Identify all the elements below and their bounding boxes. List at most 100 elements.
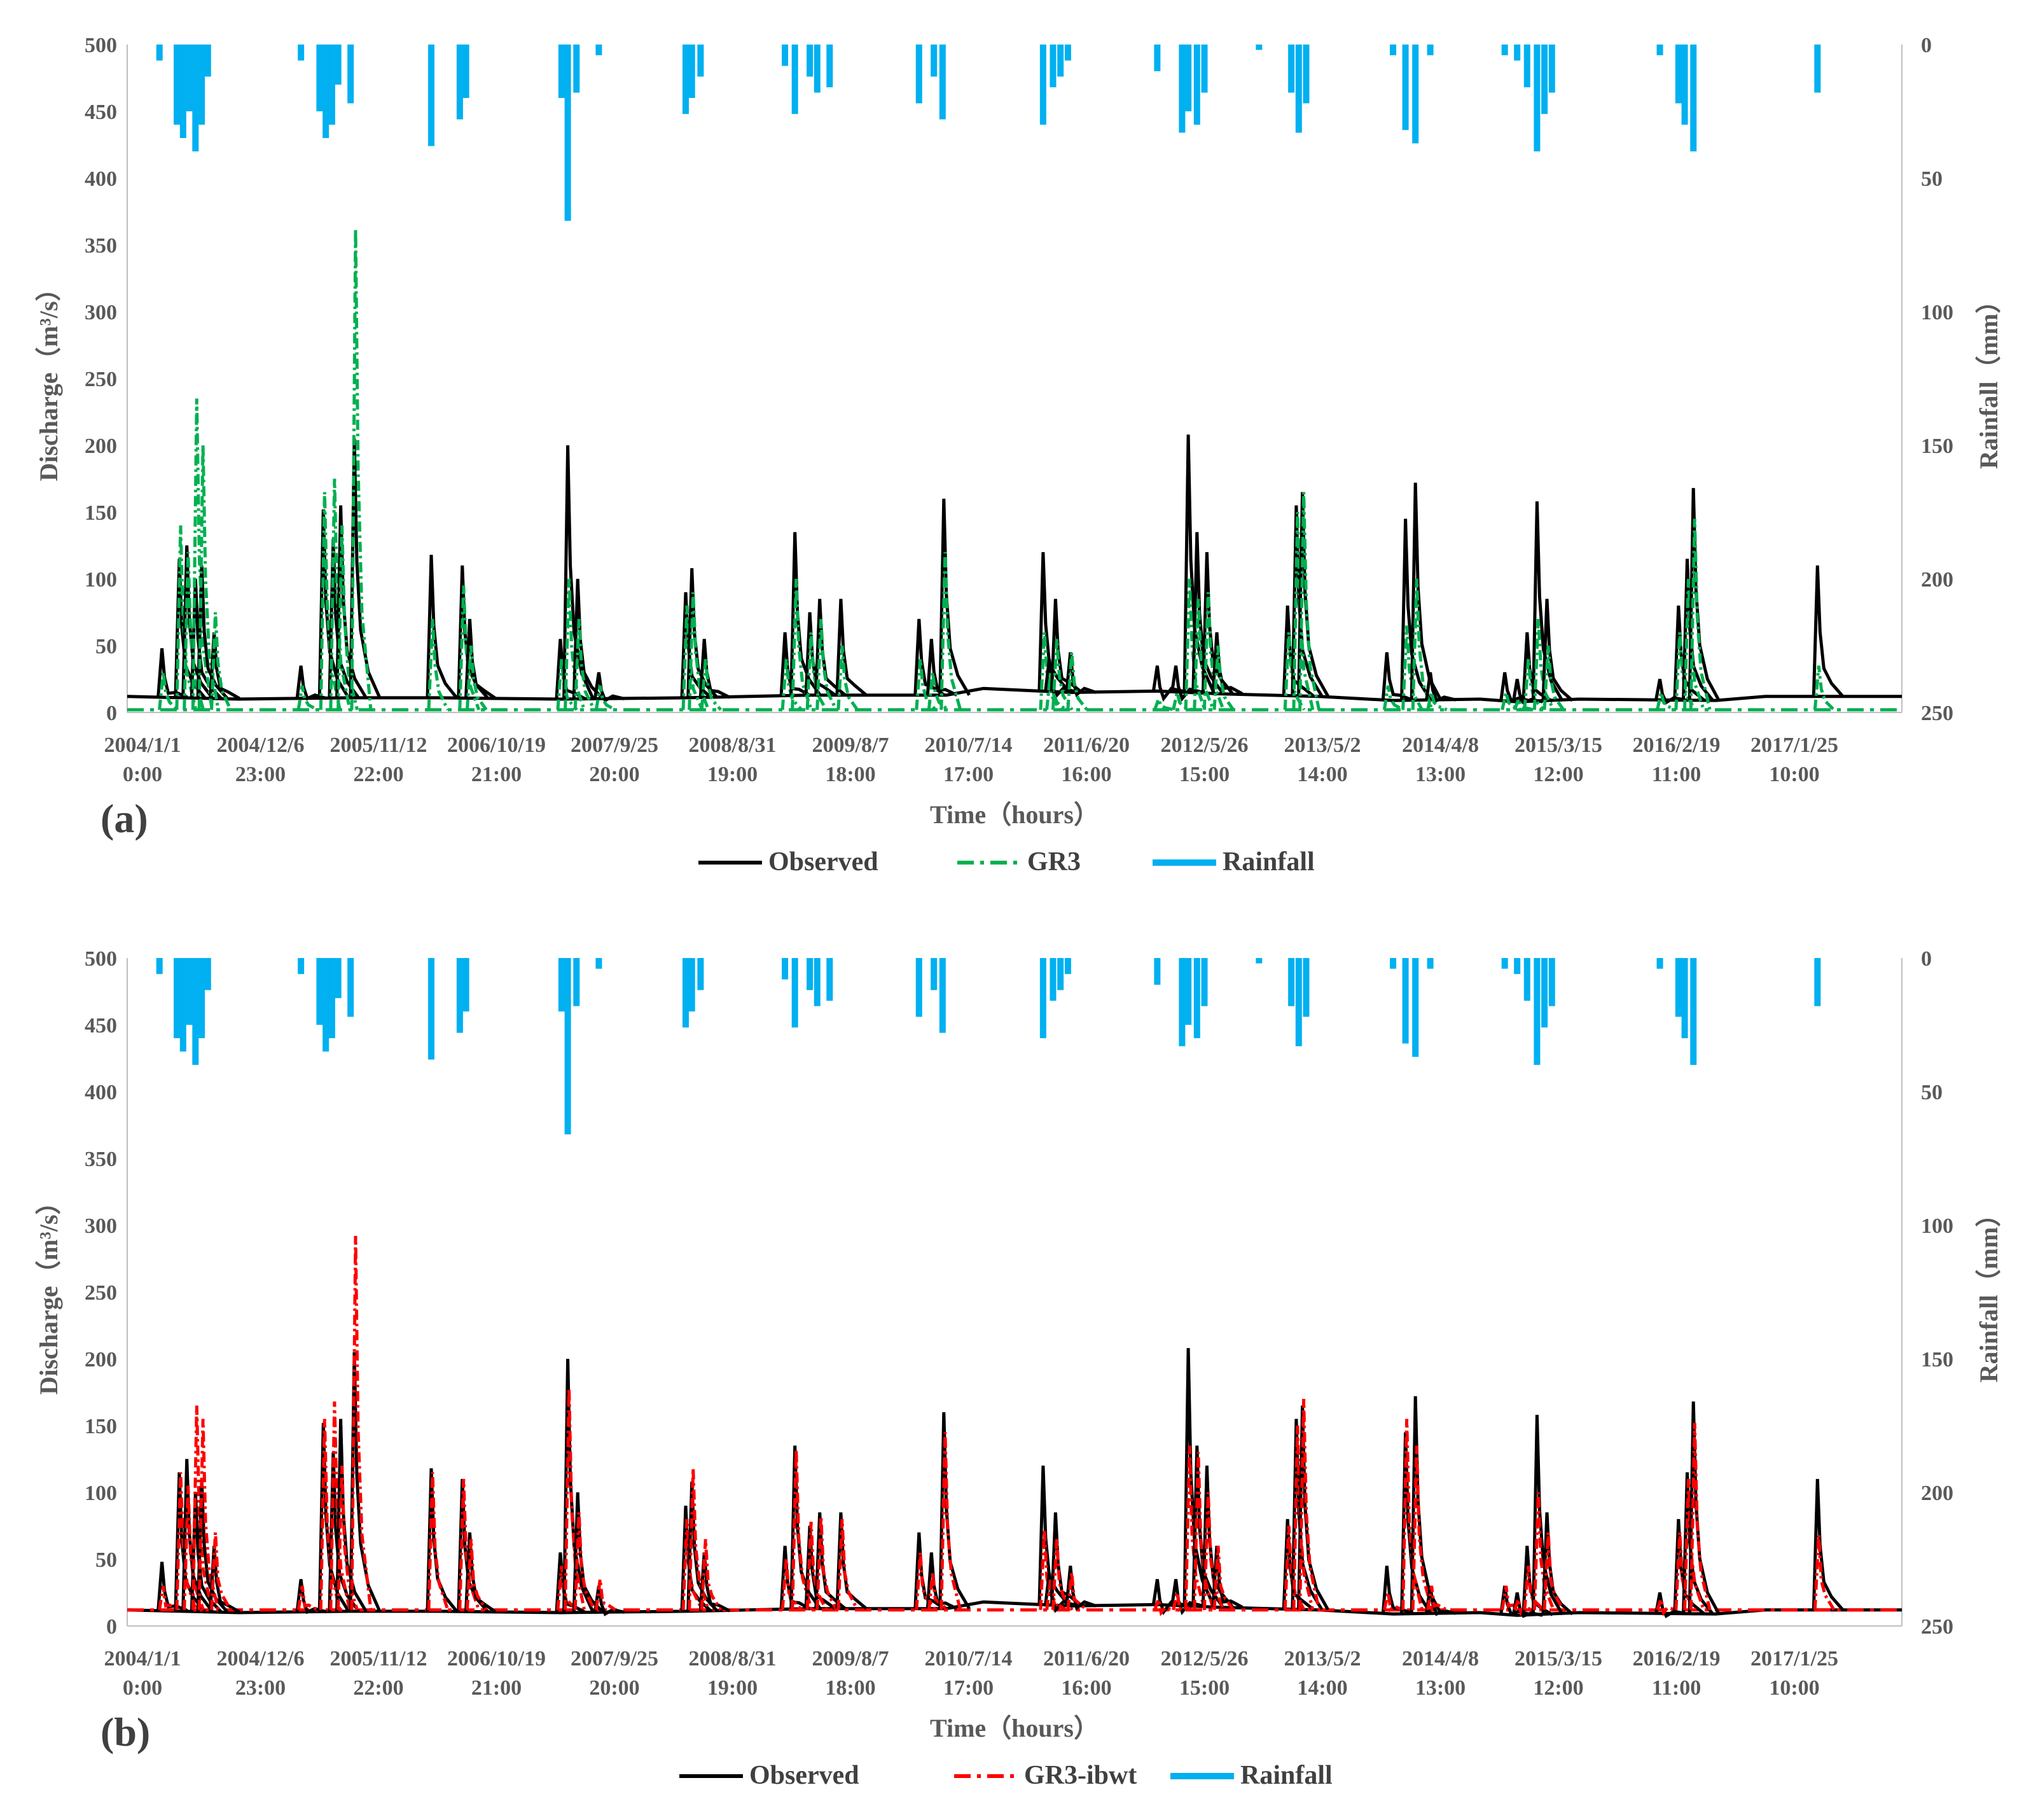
- rainfall-bar: [179, 958, 186, 1052]
- x-tick-time: 11:00: [1652, 1676, 1701, 1700]
- simulated-peak: [1813, 665, 1836, 711]
- x-tick-date: 2008/8/31: [689, 733, 777, 757]
- rainfall-bar: [316, 958, 323, 1025]
- rainfall-bar: [595, 958, 602, 969]
- rainfall-bar: [298, 45, 305, 61]
- simulated-peak: [927, 1572, 949, 1611]
- rainfall-bar: [1057, 958, 1064, 990]
- panel-label: (b): [101, 1709, 150, 1754]
- legend-simulated-label: GR3: [1027, 847, 1081, 877]
- y2-tick-label: 50: [1921, 1081, 1943, 1104]
- rainfall-bar: [1681, 45, 1688, 125]
- simulated-peak: [1202, 1492, 1225, 1611]
- x-tick-date: 2004/1/1: [104, 733, 181, 757]
- y-tick-label: 400: [85, 167, 117, 191]
- rainfall-bar: [192, 45, 199, 151]
- observed-peak: [335, 1419, 368, 1613]
- simulated-peak: [158, 672, 180, 711]
- rainfall-bar: [1548, 958, 1555, 1006]
- rainfall-bar: [174, 45, 181, 125]
- simulated-peak: [1656, 1593, 1677, 1616]
- x-tick-time: 22:00: [353, 1676, 403, 1700]
- rainfall-bar: [462, 45, 469, 98]
- rainfall-bar: [1675, 45, 1682, 104]
- rainfall-bar: [1154, 45, 1161, 71]
- simulated-peak: [466, 1539, 488, 1611]
- rainfall-bar: [1427, 958, 1434, 969]
- observed-peak: [295, 665, 327, 701]
- observed-peak: [1400, 518, 1432, 702]
- x-tick-date: 2008/8/31: [689, 1647, 777, 1671]
- observed-peak: [938, 498, 971, 696]
- x-tick-time: 15:00: [1179, 1676, 1230, 1700]
- rainfall-bar: [298, 958, 305, 975]
- simulated-peak: [210, 1532, 232, 1611]
- simulated-peak: [688, 592, 711, 711]
- x-tick-date: 2017/1/25: [1750, 733, 1838, 757]
- simulated-peak: [329, 1401, 352, 1611]
- rainfall-bar: [1656, 45, 1663, 55]
- rainfall-bar: [573, 45, 580, 93]
- rainfall-bar: [558, 45, 565, 98]
- simulated-peak: [1401, 625, 1424, 711]
- y2-tick-label: 0: [1921, 947, 1932, 971]
- simulated-peak: [573, 618, 596, 711]
- simulated-peak: [1523, 1566, 1545, 1611]
- observed-peak: [1531, 1415, 1564, 1616]
- rainfall-bar: [322, 958, 329, 1052]
- simulated-peak: [1193, 1452, 1216, 1611]
- y-tick-label: 500: [85, 34, 117, 57]
- observed-peak: [349, 1352, 382, 1612]
- rainfall-bar: [428, 958, 435, 1060]
- rainfall-bar: [1523, 958, 1530, 1001]
- x-tick-date: 2010/7/14: [925, 1647, 1013, 1671]
- simulated-peak: [1066, 652, 1088, 711]
- y2-tick-label: 100: [1921, 1214, 1953, 1238]
- legend-rainfall-label: Rainfall: [1240, 1761, 1333, 1790]
- y2-tick-label: 0: [1921, 34, 1932, 57]
- simulated-peak: [1542, 645, 1565, 711]
- rainfall-bar: [1193, 958, 1200, 1038]
- simulated-peak: [805, 632, 828, 711]
- simulated-peak: [1298, 1398, 1321, 1611]
- rainfall-bar: [682, 45, 689, 115]
- x-tick-date: 2014/4/8: [1402, 1647, 1479, 1671]
- y-tick-label: 350: [85, 1148, 117, 1171]
- simulated-peak: [1382, 1592, 1404, 1613]
- rainfall-bar: [1656, 958, 1663, 969]
- simulated-peak: [700, 658, 723, 711]
- rainfall-bar: [462, 958, 469, 1011]
- y2-tick-label: 50: [1921, 167, 1943, 191]
- x-tick-date: 2013/5/2: [1284, 1647, 1361, 1671]
- simulated-peak: [319, 492, 342, 711]
- rainfall-bar: [428, 45, 435, 146]
- rainfall-bar: [1193, 45, 1200, 125]
- rainfall-bar: [1427, 45, 1434, 55]
- simulated-peak: [1542, 1532, 1565, 1611]
- x-tick-time: 18:00: [825, 1676, 875, 1700]
- rainfall-bar: [1390, 45, 1397, 55]
- rainfall-bar: [564, 958, 571, 1135]
- y-tick-label: 0: [106, 1615, 117, 1639]
- x-tick-date: 2010/7/14: [925, 733, 1013, 757]
- y-tick-label: 50: [95, 635, 117, 658]
- y-tick-label: 250: [85, 1281, 117, 1305]
- x-tick-time: 17:00: [943, 763, 994, 786]
- rainfall-bar: [1690, 45, 1697, 151]
- rainfall-bar: [1057, 45, 1064, 77]
- rainfall-bar: [1039, 958, 1046, 1038]
- y2-tick-label: 200: [1921, 568, 1953, 592]
- simulated-peak: [564, 1388, 586, 1611]
- x-tick-date: 2014/4/8: [1402, 733, 1479, 757]
- simulated-peak: [427, 618, 450, 711]
- observed-peak: [1425, 672, 1457, 703]
- x-tick-date: 2012/5/26: [1161, 733, 1249, 757]
- x-tick-date: 2015/3/15: [1515, 733, 1602, 757]
- x-tick-date: 2015/3/15: [1515, 1647, 1602, 1671]
- rainfall-bar: [1534, 958, 1541, 1065]
- rainfall-bar: [335, 45, 342, 85]
- rainfall-bar: [347, 958, 354, 1017]
- rainfall-bar: [456, 958, 463, 1033]
- x-tick-date: 2007/9/25: [571, 1647, 658, 1671]
- rainfall-bar: [826, 958, 833, 1001]
